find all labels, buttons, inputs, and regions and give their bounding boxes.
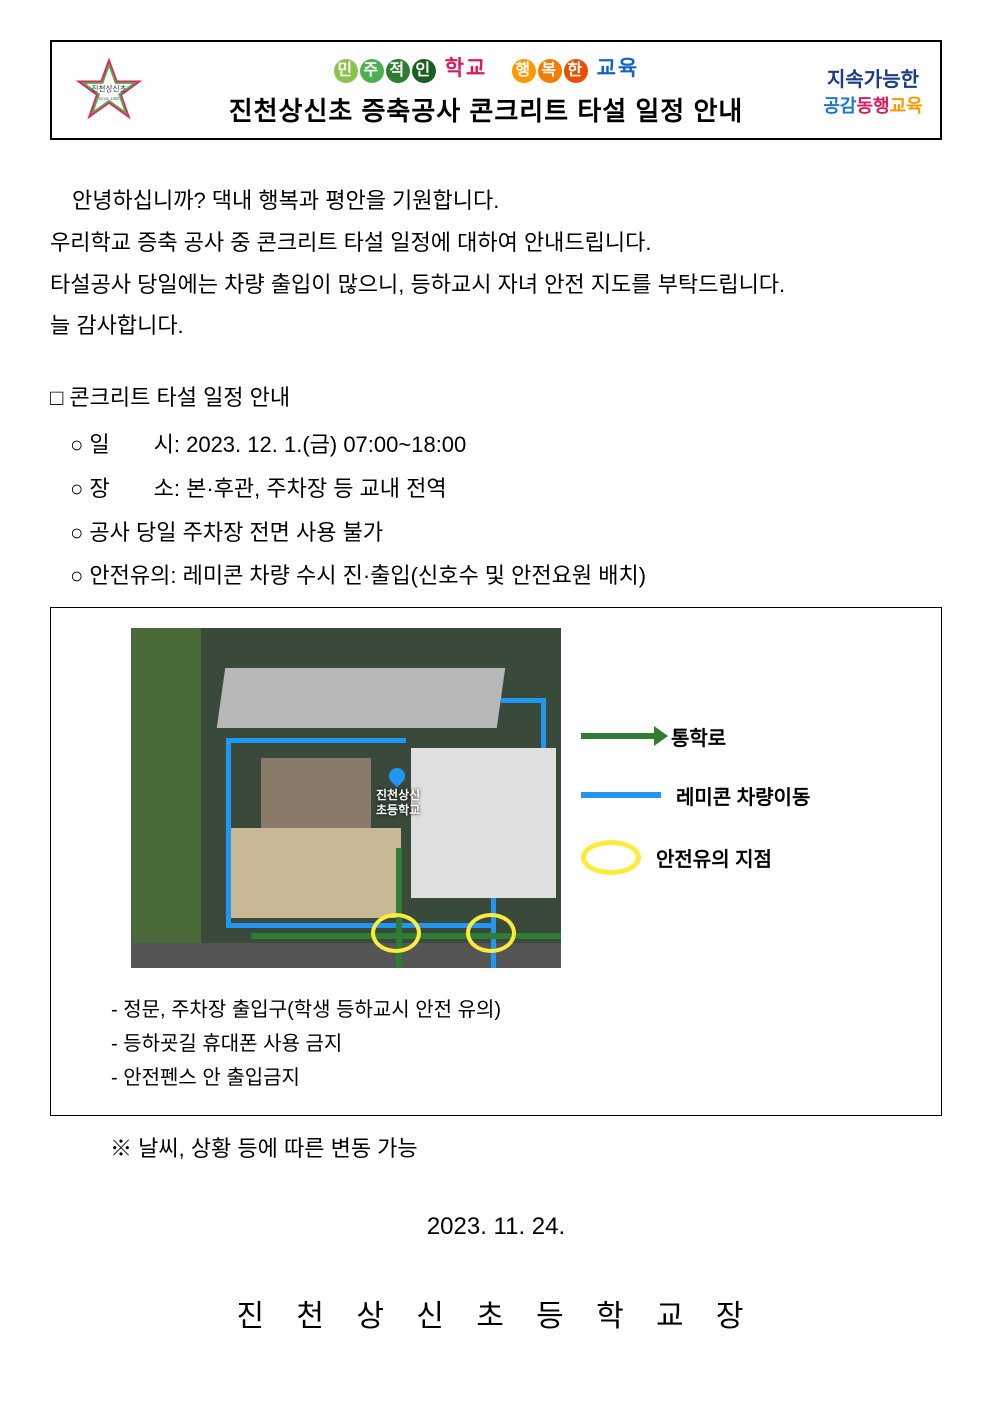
logo-right-line2: 공감동행교육 — [818, 92, 928, 118]
aerial-map: 진천상신초등학교 — [131, 628, 561, 968]
section-title: □ 콘크리트 타설 일정 안내 — [50, 377, 942, 419]
schedule-item: ○ 장 소: 본·후관, 주차장 등 교내 전역 — [70, 468, 942, 510]
slogan-circle: 인 — [412, 59, 436, 83]
legend-caution-point: 안전유의 지점 — [581, 840, 810, 875]
blue-line-icon — [581, 792, 661, 798]
map-school-label: 진천상신초등학교 — [376, 788, 420, 817]
logo-right-line1: 지속가능한 — [818, 63, 928, 92]
map-legend: 통학로 레미콘 차량이동 안전유의 지점 — [581, 722, 810, 875]
slogan: 민주적인 학교 행복한 교육 — [154, 52, 818, 83]
document-title: 진천상신초 증축공사 콘크리트 타설 일정 안내 — [154, 91, 818, 128]
map-pin-icon — [386, 765, 409, 788]
signature: 진 천 상 신 초 등 학 교 장 — [50, 1291, 942, 1335]
slogan-circle: 한 — [564, 59, 588, 83]
logo-left: 진천상신초 Since 1955 — [64, 50, 154, 130]
map-box: 진천상신초등학교 통학로 레미콘 차량이동 안전유의 지점 - 정문, 주차장 … — [50, 607, 942, 1116]
slogan-circle: 행 — [512, 59, 536, 83]
legend-walk-route: 통학로 — [581, 722, 810, 751]
map-note-item: - 안전펜스 안 출입금지 — [111, 1061, 911, 1095]
yellow-circle-icon — [581, 840, 641, 875]
green-arrow-icon — [581, 733, 656, 739]
legend-truck-route: 레미콘 차량이동 — [581, 781, 810, 810]
svg-text:Since 1955: Since 1955 — [99, 96, 121, 101]
slogan-word2: 교육 — [597, 57, 640, 80]
slogan-circle: 민 — [334, 59, 358, 83]
map-note-item: - 등하굣길 휴대폰 사용 금지 — [111, 1027, 911, 1061]
header-center: 민주적인 학교 행복한 교육 진천상신초 증축공사 콘크리트 타설 일정 안내 — [154, 52, 818, 128]
greeting-line1: 안녕하십니까? 댁내 행복과 평안을 기원합니다. — [50, 180, 942, 222]
footnote: ※ 날씨, 상황 등에 따른 변동 가능 — [110, 1131, 942, 1163]
schedule-item: ○ 일 시: 2023. 12. 1.(금) 07:00~18:00 — [70, 424, 942, 466]
svg-text:진천상신초: 진천상신초 — [91, 83, 126, 93]
document-date: 2023. 11. 24. — [50, 1213, 942, 1241]
slogan-circle: 주 — [360, 59, 384, 83]
greeting-line2: 우리학교 증축 공사 중 콘크리트 타설 일정에 대하여 안내드립니다. — [50, 222, 942, 264]
greeting-line3: 타설공사 당일에는 차량 출입이 많으니, 등하교시 자녀 안전 지도를 부탁드… — [50, 264, 942, 306]
greeting-line4: 늘 감사합니다. — [50, 305, 942, 347]
header-box: 진천상신초 Since 1955 민주적인 학교 행복한 교육 진천상신초 증축… — [50, 40, 942, 140]
logo-right: 지속가능한 공감동행교육 — [818, 63, 928, 118]
body-text: 안녕하십니까? 댁내 행복과 평안을 기원합니다. 우리학교 증축 공사 중 콘… — [50, 180, 942, 347]
slogan-circle: 적 — [386, 59, 410, 83]
schedule-list: ○ 일 시: 2023. 12. 1.(금) 07:00~18:00○ 장 소:… — [70, 424, 942, 597]
schedule-item: ○ 공사 당일 주차장 전면 사용 불가 — [70, 512, 942, 554]
map-container: 진천상신초등학교 통학로 레미콘 차량이동 안전유의 지점 — [81, 628, 911, 968]
slogan-circle: 복 — [538, 59, 562, 83]
schedule-item: ○ 안전유의: 레미콘 차량 수시 진·출입(신호수 및 안전요원 배치) — [70, 555, 942, 597]
map-note-item: - 정문, 주차장 출입구(학생 등하교시 안전 유의) — [111, 993, 911, 1027]
slogan-word1: 학교 — [445, 57, 488, 80]
school-logo-star-icon: 진천상신초 Since 1955 — [74, 55, 144, 125]
map-notes: - 정문, 주차장 출입구(학생 등하교시 안전 유의)- 등하굣길 휴대폰 사… — [111, 993, 911, 1095]
